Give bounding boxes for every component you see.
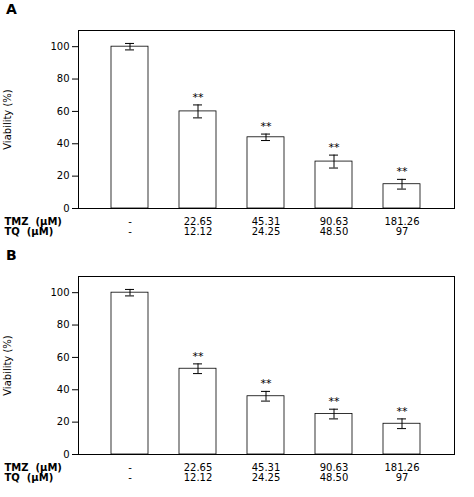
svg-text:100: 100 xyxy=(50,287,69,298)
svg-text:80: 80 xyxy=(57,73,70,84)
svg-text:20: 20 xyxy=(57,170,70,181)
svg-text:**: ** xyxy=(261,120,273,133)
svg-text:22.6512.12: 22.6512.12 xyxy=(184,462,213,483)
svg-text:181.2697: 181.2697 xyxy=(385,216,420,237)
html-text:B: B xyxy=(6,247,17,263)
svg-text:**: ** xyxy=(193,350,205,363)
svg-text:0: 0 xyxy=(63,449,69,460)
svg-text:Viability (%): Viability (%) xyxy=(2,89,13,150)
svg-text:**: ** xyxy=(397,405,409,418)
svg-text:**: ** xyxy=(261,377,273,390)
svg-text:**: ** xyxy=(329,395,341,408)
svg-text:40: 40 xyxy=(57,138,70,149)
svg-text:20: 20 xyxy=(57,416,70,427)
svg-text:--: -- xyxy=(128,462,132,483)
svg-text:TMZ (μM)TQ (μM): TMZ (μM)TQ (μM) xyxy=(5,462,62,483)
svg-text:TMZ (μM)TQ (μM): TMZ (μM)TQ (μM) xyxy=(5,216,62,237)
svg-text:60: 60 xyxy=(57,352,70,363)
svg-text:60: 60 xyxy=(57,106,70,117)
svg-text:40: 40 xyxy=(57,384,70,395)
svg-text:90.6348.50: 90.6348.50 xyxy=(320,462,349,483)
svg-text:--: -- xyxy=(128,216,132,237)
svg-text:181.2697: 181.2697 xyxy=(385,462,420,483)
svg-text:100: 100 xyxy=(50,41,69,52)
svg-text:80: 80 xyxy=(57,319,70,330)
svg-text:22.6512.12: 22.6512.12 xyxy=(184,216,213,237)
svg-text:0: 0 xyxy=(63,203,69,214)
svg-text:**: ** xyxy=(397,165,409,178)
html-text:A: A xyxy=(6,1,17,17)
svg-text:**: ** xyxy=(193,91,205,104)
svg-text:Viability (%): Viability (%) xyxy=(2,335,13,396)
svg-text:45.3124.25: 45.3124.25 xyxy=(252,462,281,483)
svg-text:**: ** xyxy=(329,141,341,154)
svg-text:45.3124.25: 45.3124.25 xyxy=(252,216,281,237)
svg-text:90.6348.50: 90.6348.50 xyxy=(320,216,349,237)
